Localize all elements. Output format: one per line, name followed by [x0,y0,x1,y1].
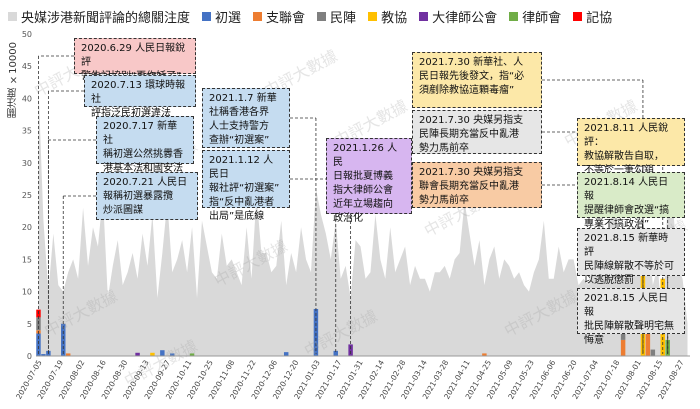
annotation-callout: 2021.1.12 人民日 報社評“初選案” 指“反中亂港者 出局”是底線 [202,150,290,222]
legend-swatch-ptu [368,11,378,21]
annotation-callout: 2021.8.11 人民銳評： 教協解散告自取， 不等於一筆勾銷 [577,118,685,176]
legend-label-ptu: 教協 [381,10,408,26]
annotation-callout: 2021.1.7 新華 社稱香港各界 人士支持警方 查辦“初選案” [202,88,290,148]
legend-label-law-society: 律師會 [522,10,562,26]
y-tick-label: 35 [22,127,32,136]
legend-label-bar: 大律師公會 [432,10,498,26]
legend-item-alliance: 支聯會 [253,7,305,26]
bar-segment [283,352,289,356]
bar-segment [645,327,651,356]
annotation-callout: 2021.1.26 人民 日報批夏博義 指大律師公會 近年立場趨向 政治化 [326,138,412,224]
legend-swatch-alliance [253,11,263,21]
bar-segment [150,352,155,356]
bar-segment [313,308,319,356]
legend-item-hkja: 記協 [573,7,612,26]
legend-label-chrf: 民陣 [330,10,357,26]
bar-segment [333,350,338,356]
legend-swatch-chrf [317,11,327,21]
legend-label-alliance: 支聯會 [266,10,306,26]
annotation-callout: 2020.7.21 人民日 報稱初選暴露攬 炒派圖謀 [96,172,198,220]
y-tick-label: 10 [22,288,32,297]
annotation-callout: 2021.7.30 新華社、人 民日報先後發文，指“必 須剷除教協這顆毒瘤” [412,52,542,108]
y-tick-label: 25 [22,191,32,200]
annotation-callout: 2020.7.17 新華社 稱初選公然挑釁香 港基本法和國安法 [96,116,194,174]
legend-item-primary: 初選 [202,7,241,26]
bar-segment [65,353,71,356]
annotation-callout: 2021.8.15 人民日報 批民陣解散聲明宅無 悔意 [577,288,685,346]
bar-segment [650,349,656,356]
legend-swatch-primary [202,11,212,21]
y-tick-label: 45 [22,62,32,71]
annotation-callout: 2021.8.14 人民日報 提醒律師會改選“搞 專業不搞政治” [577,172,685,230]
bar-segment [36,333,41,356]
y-tick-label: 20 [22,223,32,232]
legend-swatch-bar [419,11,429,21]
bar-segment [170,353,175,356]
y-tick-label: 30 [22,159,32,168]
y-tick-label: 0 [27,352,32,361]
bar-segment [135,352,140,356]
chart-legend: 央媒涉港新聞評論的總關注度 初選 支聯會 民陣 教協 大律師公會 律師會 記協 [8,6,698,26]
legend-swatch-hkja [573,11,583,21]
legend-item-ptu: 教協 [368,7,407,26]
legend-swatch-total [8,11,17,21]
legend-swatch-law-society [509,11,519,21]
legend-item-chrf: 民陣 [317,7,356,26]
bar-segment [189,353,195,356]
legend-label-total: 央媒涉港新聞評論的總關注度 [21,10,191,26]
legend-item-total: 央媒涉港新聞評論的總關注度 [8,7,190,26]
y-tick-label: 15 [22,255,32,264]
annotation-callout: 2020.6.29 人民日報銳評 警告記協別“再作妖了” [74,38,196,82]
y-tick-label: 5 [27,320,32,329]
annotation-callout: 2020.7.13 環球時報社 評指泛民初選違法 [84,75,196,119]
annotation-callout: 2021.7.30 央媒另指支 民陣長期充當反中亂港 勢力馬前卒 [412,110,542,154]
annotation-callout: 2021.8.15 新華時評 民陣線解散不等於可 以逃脫懲罰 [577,228,685,286]
bar-segment [348,344,353,356]
bar-segment [160,350,165,356]
series-area-total [38,85,688,357]
y-tick-label: 50 [22,30,32,39]
legend-label-hkja: 記協 [586,10,613,26]
bar-segment [482,353,487,356]
bar-segment [620,328,626,340]
annotation-callout: 2021.7.30 央媒另指支 聯會長期充當反中亂港 勢力馬前卒 [412,162,542,208]
legend-item-bar: 大律師公會 [419,7,497,26]
bar-segment [61,323,66,356]
bar-segment [41,354,46,356]
legend-item-law-society: 律師會 [509,7,561,26]
legend-label-primary: 初選 [215,10,242,26]
bar-segment [620,339,626,356]
y-tick-label: 40 [22,94,32,103]
